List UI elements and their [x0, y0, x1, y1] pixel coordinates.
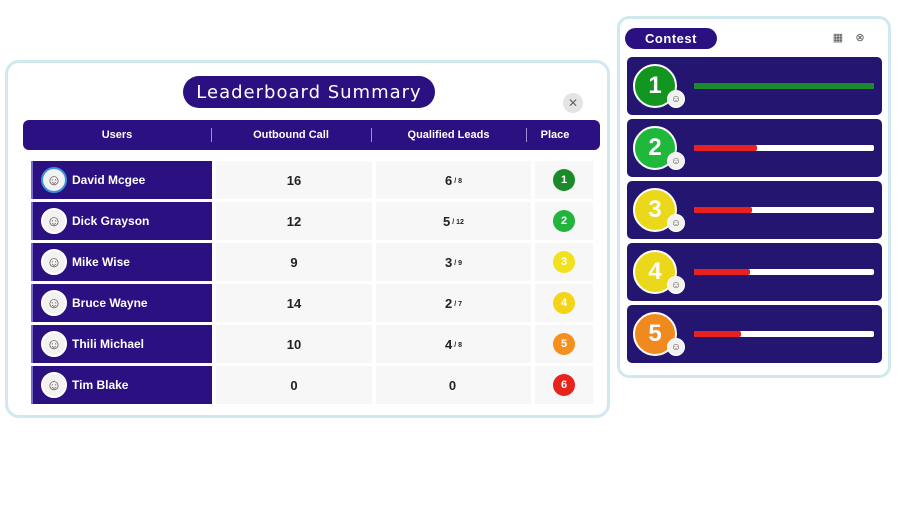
column-header-users: Users [101, 129, 133, 141]
outbound-call-value: 9 [216, 243, 372, 281]
outbound-call-value: 0 [216, 366, 372, 404]
table-row[interactable]: ☺ Dick Grayson 12 5/ 12 2 [28, 202, 598, 240]
place-badge: 4 [553, 292, 575, 314]
close-icon[interactable]: ⊗ [855, 31, 865, 44]
place-cell: 6 [535, 366, 593, 404]
place-badge: 1 [553, 169, 575, 191]
outbound-call-value: 12 [216, 202, 372, 240]
contest-panel: Contest ▦ ⊗ 1 ☺ 2 ☺ 3 ☺ 4 ☺ 5 ☺ [617, 16, 891, 378]
user-name: Bruce Wayne [72, 296, 148, 310]
qualified-leads-value: 6/ 8 [376, 161, 531, 199]
place-badge: 3 [553, 251, 575, 273]
user-name: Tim Blake [72, 378, 129, 392]
close-icon[interactable]: ✕ [563, 93, 583, 113]
progress-bar [694, 269, 874, 275]
user-cell: ☺ Dick Grayson [31, 202, 212, 240]
progress-fill [694, 145, 757, 151]
avatar: ☺ [667, 338, 685, 356]
avatar: ☺ [667, 276, 685, 294]
outbound-call-value: 14 [216, 284, 372, 322]
place-cell: 5 [535, 325, 593, 363]
avatar: ☺ [41, 331, 67, 357]
progress-fill [694, 331, 741, 337]
user-cell: ☺ Tim Blake [31, 366, 212, 404]
contest-entry[interactable]: 1 ☺ [627, 57, 882, 115]
table-row[interactable]: ☺ David Mcgee 16 6/ 8 1 [28, 161, 598, 199]
place-badge: 2 [553, 210, 575, 232]
avatar: ☺ [41, 290, 67, 316]
progress-bar [694, 331, 874, 337]
qualified-leads-value: 0 [376, 366, 531, 404]
contest-entry[interactable]: 2 ☺ [627, 119, 882, 177]
place-cell: 1 [535, 161, 593, 199]
place-badge: 5 [553, 333, 575, 355]
contest-entry[interactable]: 3 ☺ [627, 181, 882, 239]
avatar: ☺ [41, 372, 67, 398]
place-badge: 6 [553, 374, 575, 396]
table-header: Users Outbound Call Qualified Leads Plac… [23, 120, 600, 150]
place-cell: 3 [535, 243, 593, 281]
outbound-call-value: 16 [216, 161, 372, 199]
user-cell: ☺ David Mcgee [31, 161, 212, 199]
column-header-outbound-call: Outbound Call [253, 129, 329, 141]
progress-fill [694, 269, 750, 275]
qualified-leads-value: 4/ 8 [376, 325, 531, 363]
table-row[interactable]: ☺ Bruce Wayne 14 2/ 7 4 [28, 284, 598, 322]
leaderboard-panel: Leaderboard Summary ✕ Users Outbound Cal… [5, 60, 610, 418]
user-cell: ☺ Bruce Wayne [31, 284, 212, 322]
avatar: ☺ [667, 214, 685, 232]
rank-badge: 4 [633, 250, 677, 294]
contest-entry[interactable]: 4 ☺ [627, 243, 882, 301]
contest-entry[interactable]: 5 ☺ [627, 305, 882, 363]
contest-title: Contest [625, 28, 717, 49]
user-name: David Mcgee [72, 173, 146, 187]
user-name: Mike Wise [72, 255, 130, 269]
column-divider [211, 128, 212, 142]
table-row[interactable]: ☺ Tim Blake 0 0 6 [28, 366, 598, 404]
user-name: Thili Michael [72, 337, 145, 351]
progress-bar [694, 207, 874, 213]
avatar: ☺ [41, 249, 67, 275]
user-cell: ☺ Mike Wise [31, 243, 212, 281]
progress-bar [694, 83, 874, 89]
progress-fill [694, 207, 752, 213]
progress-fill [694, 83, 874, 89]
column-divider [371, 128, 372, 142]
column-header-place: Place [540, 129, 570, 141]
avatar: ☺ [667, 152, 685, 170]
qualified-leads-value: 3/ 9 [376, 243, 531, 281]
avatar: ☺ [667, 90, 685, 108]
avatar: ☺ [41, 208, 67, 234]
column-divider [526, 128, 527, 142]
place-cell: 2 [535, 202, 593, 240]
outbound-call-value: 10 [216, 325, 372, 363]
table-row[interactable]: ☺ Mike Wise 9 3/ 9 3 [28, 243, 598, 281]
place-cell: 4 [535, 284, 593, 322]
leaderboard-title: Leaderboard Summary [183, 76, 435, 108]
avatar: ☺ [41, 167, 67, 193]
user-cell: ☺ Thili Michael [31, 325, 212, 363]
grid-icon[interactable]: ▦ [832, 31, 844, 44]
column-header-qualified-leads: Qualified Leads [407, 129, 490, 141]
table-row[interactable]: ☺ Thili Michael 10 4/ 8 5 [28, 325, 598, 363]
progress-bar [694, 145, 874, 151]
qualified-leads-value: 2/ 7 [376, 284, 531, 322]
user-name: Dick Grayson [72, 214, 150, 228]
qualified-leads-value: 5/ 12 [376, 202, 531, 240]
